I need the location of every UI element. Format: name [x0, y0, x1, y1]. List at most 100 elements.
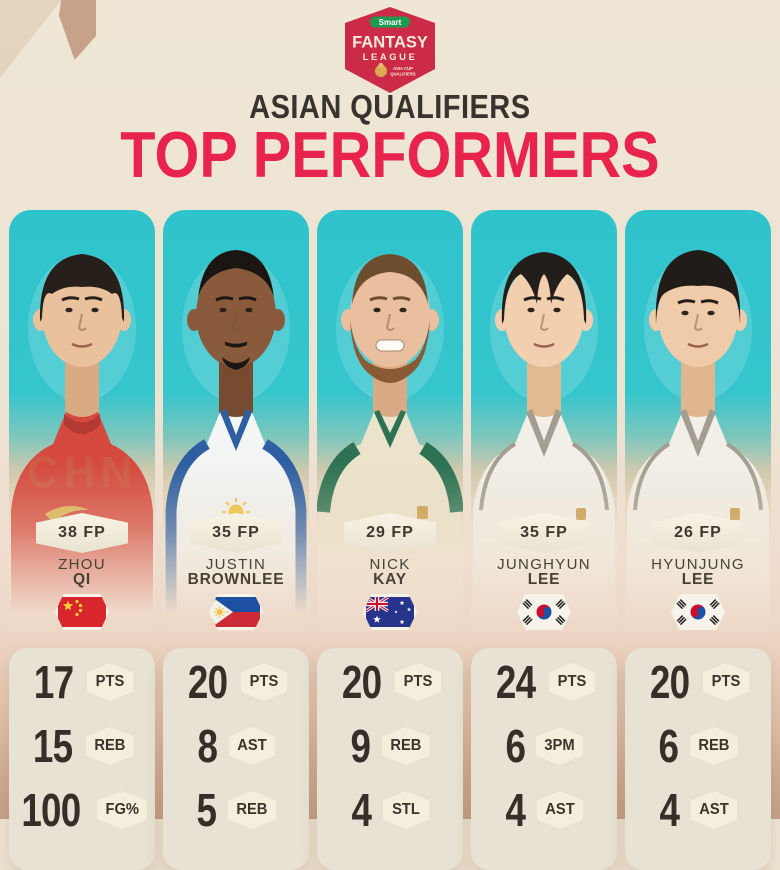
player-name: JUNGHYUN LEE — [471, 557, 617, 588]
stat-value: 20 — [341, 656, 382, 708]
svg-text:LEAGUE: LEAGUE — [363, 52, 418, 63]
svg-text:Smart: Smart — [379, 18, 402, 27]
fantasy-points-badge: 35 FP — [498, 513, 590, 553]
player-stats-panel-nick-kay: 20 PTS 9 REB 4 STL — [317, 648, 463, 870]
fantasy-points-badge: 35 FP — [190, 513, 282, 553]
player-last-name: KAY — [373, 571, 407, 588]
subtitle-asian-qualifiers: ASIAN QUALIFIERS — [0, 88, 780, 126]
player-last-name: QI — [73, 571, 91, 588]
stat-row: 20 PTS — [625, 650, 771, 714]
stat-row: 24 PTS — [471, 650, 617, 714]
stat-value: 8 — [197, 720, 218, 772]
player-first-name: HYUNJUNG — [651, 556, 745, 573]
stat-value: 20 — [649, 656, 690, 708]
stat-row: 6 REB — [625, 714, 771, 778]
player-name: NICK KAY — [317, 557, 463, 588]
svg-text:ASIA CUP: ASIA CUP — [393, 66, 413, 71]
stat-row: 20 PTS — [317, 650, 463, 714]
fantasy-points-value: 35 FP — [212, 524, 260, 541]
stat-value: 4 — [505, 784, 526, 836]
player-photo-junghyun-lee — [471, 210, 617, 644]
player-name: JUSTIN BROWNLEE — [163, 557, 309, 588]
stat-label-badge: AST — [536, 791, 583, 829]
stat-label-badge: REB — [689, 727, 738, 765]
svg-text:FANTASY: FANTASY — [352, 34, 428, 52]
stat-value: 6 — [658, 720, 679, 772]
stat-label-badge: REB — [381, 727, 430, 765]
player-cards-row: CHN 38 FP ZHOU QI — [9, 210, 771, 644]
stat-value: 6 — [505, 720, 525, 772]
player-last-name: BROWNLEE — [187, 571, 285, 588]
stat-value: 4 — [659, 784, 680, 836]
svg-text:QUALIFIERS: QUALIFIERS — [390, 72, 416, 77]
player-card-junghyun-lee: 35 FP JUNGHYUN LEE — [471, 210, 617, 644]
player-card-zhou-qi: CHN 38 FP ZHOU QI — [9, 210, 155, 644]
stat-label-badge: PTS — [549, 663, 596, 701]
player-card-hyunjung-lee: 26 FP HYUNJUNG LEE — [625, 210, 771, 644]
fantasy-points-badge: 38 FP — [36, 513, 128, 553]
player-stats-row: 17 PTS 15 REB 100 FG% 20 PTS 8 AST 5 REB… — [9, 648, 771, 870]
stat-value: 9 — [350, 720, 371, 772]
stat-label-badge: PTS — [241, 663, 288, 701]
stat-row: 4 STL — [317, 778, 463, 842]
flag-philippines-icon — [209, 594, 263, 630]
page-title-top-performers: TOP PERFORMERS — [0, 119, 780, 192]
stat-value: 5 — [196, 784, 217, 836]
fantasy-league-logo: Smart FANTASY LEAGUE ASIA CUP QUALIFIERS — [342, 6, 438, 94]
stat-row: 20 PTS — [163, 650, 309, 714]
player-photo-nick-kay — [317, 210, 463, 644]
stat-label-badge: PTS — [87, 663, 134, 701]
stat-row: 6 3PM — [471, 714, 617, 778]
player-first-name: NICK — [369, 556, 411, 573]
player-stats-panel-justin-brownlee: 20 PTS 8 AST 5 REB — [163, 648, 309, 870]
player-portrait — [317, 254, 463, 644]
stat-value: 20 — [187, 656, 228, 708]
stat-value: 15 — [32, 720, 73, 772]
stat-row: 15 REB — [9, 714, 155, 778]
player-name: HYUNJUNG LEE — [625, 557, 771, 588]
fantasy-points-value: 29 FP — [366, 524, 414, 541]
subtitle-text: ASIAN QUALIFIERS — [249, 87, 531, 126]
stat-row: 8 AST — [163, 714, 309, 778]
stat-label-badge: PTS — [703, 663, 750, 701]
flag-south-korea-icon — [671, 594, 725, 630]
player-stats-panel-hyunjung-lee: 20 PTS 6 REB 4 AST — [625, 648, 771, 870]
stat-row: 5 REB — [163, 778, 309, 842]
stat-row: 100 FG% — [9, 778, 155, 842]
country-code-watermark: CHN — [26, 448, 138, 497]
title-text: TOP PERFORMERS — [120, 119, 660, 192]
fantasy-points-value: 38 FP — [58, 524, 106, 541]
stat-row: 17 PTS — [9, 650, 155, 714]
player-portrait — [473, 252, 615, 644]
stat-label-badge: REB — [227, 791, 276, 829]
stat-row: 4 AST — [471, 778, 617, 842]
stat-label-badge: AST — [228, 727, 275, 765]
fantasy-points-badge: 29 FP — [344, 513, 436, 553]
fantasy-points-value: 35 FP — [520, 524, 568, 541]
stat-label-badge: PTS — [395, 663, 442, 701]
flag-south-korea-icon — [517, 594, 571, 630]
stat-label-badge: FG% — [97, 791, 148, 829]
player-name: ZHOU QI — [9, 557, 155, 588]
stat-row: 9 REB — [317, 714, 463, 778]
stat-value: 17 — [33, 656, 74, 708]
flag-china-icon — [55, 594, 109, 630]
player-card-justin-brownlee: 35 FP JUSTIN BROWNLEE — [163, 210, 309, 644]
stat-value: 100 — [21, 784, 82, 836]
stat-row: 4 AST — [625, 778, 771, 842]
player-first-name: JUSTIN — [205, 556, 267, 573]
player-first-name: JUNGHYUN — [497, 556, 591, 573]
player-last-name: LEE — [681, 571, 715, 588]
fantasy-points-value: 26 FP — [674, 524, 722, 541]
fantasy-points-badge: 26 FP — [652, 513, 744, 553]
flag-australia-icon — [363, 594, 417, 630]
stat-label-badge: STL — [382, 791, 429, 829]
corner-ribbon — [59, 0, 96, 60]
fantasy-league-hex-badge: Smart FANTASY LEAGUE ASIA CUP QUALIFIERS — [345, 7, 435, 93]
stat-value: 4 — [351, 784, 372, 836]
player-first-name: ZHOU — [58, 556, 106, 573]
player-card-nick-kay: 29 FP NICK KAY — [317, 210, 463, 644]
stat-label-badge: REB — [86, 727, 134, 765]
player-stats-panel-junghyun-lee: 24 PTS 6 3PM 4 AST — [471, 648, 617, 870]
stat-label-badge: 3PM — [536, 727, 584, 765]
